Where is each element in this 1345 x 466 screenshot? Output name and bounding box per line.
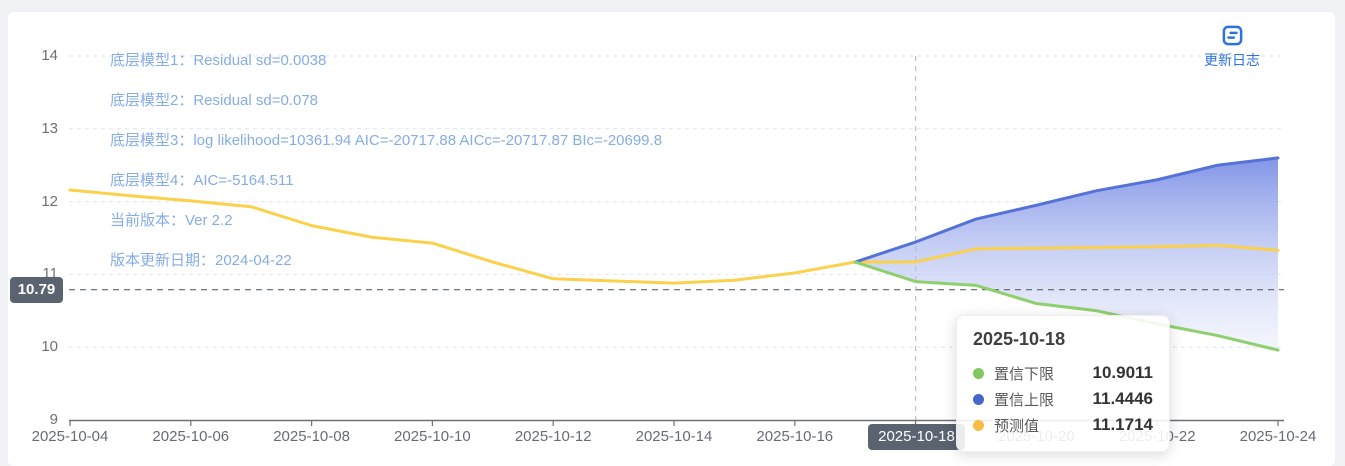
x-axis-label-2025-10-12: 2025-10-12: [514, 428, 592, 445]
x-axis-label-2025-10-06: 2025-10-06: [152, 428, 230, 445]
tooltip-series-name: 置信上限: [994, 391, 1055, 409]
x-axis-label-2025-10-10: 2025-10-10: [394, 428, 471, 445]
chart-tooltip: 2025-10-18 置信下限 10.9011 置信上限 11.4446 预测值 11.1…: [956, 315, 1170, 452]
tooltip-series-value: 11.4446: [1092, 389, 1153, 408]
series-dot-icon: [973, 367, 984, 379]
annotation-line-4: 底层模型4：AIC=-5164.511: [110, 172, 294, 189]
update-log-label: 更新日志: [1204, 52, 1260, 68]
series-dot-icon: [973, 393, 984, 405]
tooltip-date-title: 2025-10-18: [973, 329, 1066, 349]
y-axis-label-12: 12: [41, 192, 58, 210]
update-log-button[interactable]: 更新日志: [1193, 24, 1271, 76]
x-axis-label-2025-10-16: 2025-10-16: [756, 428, 834, 445]
y-axis-label-9: 9: [49, 411, 58, 428]
x-axis-label-2025-10-04: 2025-10-04: [31, 428, 109, 445]
x-axis-label-2025-10-14: 2025-10-14: [635, 428, 713, 445]
tooltip-series-value: 10.9011: [1092, 363, 1153, 382]
y-axis-label-10: 10: [41, 338, 58, 356]
update-log-icon: [1221, 24, 1244, 47]
tooltip-row-置信下限: 置信下限 10.9011: [973, 360, 1153, 386]
markline-value-badge: 10.79: [10, 277, 63, 303]
tooltip-row-置信上限: 置信上限 11.4446: [973, 386, 1153, 412]
tooltip-series-value: 11.1714: [1092, 415, 1153, 434]
annotation-line-5: 当前版本：Ver 2.2: [110, 212, 233, 229]
annotation-line-1: 底层模型1：Residual sd=0.0038: [110, 52, 327, 69]
y-axis-label-14: 14: [41, 47, 58, 64]
axis-pointer-date-badge: 2025-10-18: [868, 424, 965, 450]
series-dot-icon: [973, 419, 984, 431]
annotation-line-2: 底层模型2：Residual sd=0.078: [110, 92, 319, 109]
x-axis-label-2025-10-24: 2025-10-24: [1239, 428, 1317, 445]
confidence-band: [855, 157, 1278, 351]
series-line-置信下限: [853, 260, 1280, 352]
tooltip-series-name: 预测值: [994, 417, 1040, 435]
x-axis-label-2025-10-08: 2025-10-08: [273, 428, 350, 445]
annotation-line-3: 底层模型3：log likelihood=10361.94 AIC=-20717…: [110, 132, 663, 149]
y-axis-label-13: 13: [41, 119, 58, 137]
annotation-line-6: 版本更新日期：2024-04-22: [110, 252, 292, 269]
series-line-预测值: [68, 188, 1280, 285]
series-line-置信上限: [853, 156, 1280, 264]
tooltip-row-预测值: 预测值 11.1714: [973, 412, 1153, 438]
tooltip-series-name: 置信下限: [994, 365, 1055, 383]
